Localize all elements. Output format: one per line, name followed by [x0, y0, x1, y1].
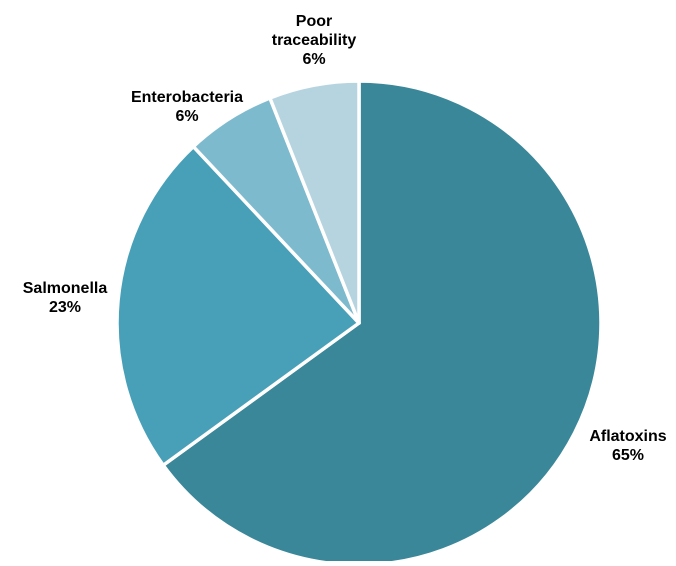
label-aflatoxins: Aflatoxins 65%: [589, 428, 666, 464]
slice-salmonella: [115, 144, 361, 467]
pie-slices: [115, 79, 603, 566]
slice-percent-label: 65%: [612, 447, 644, 464]
slice-name-label: Salmonella: [23, 280, 108, 297]
slice-name-label: traceability: [272, 32, 357, 49]
slice-name-label: Aflatoxins: [589, 428, 666, 445]
slice-percent-label: 6%: [302, 51, 325, 68]
slice-name-label: Enterobacteria: [131, 89, 243, 106]
pie-labels: Aflatoxins 65% Salmonella 23% Enterobacteria…: [23, 13, 667, 464]
label-poor-traceability: Poor traceability 6%: [272, 13, 357, 68]
slice-poor-traceability: [268, 79, 361, 325]
slice-percent-label: 23%: [49, 299, 81, 316]
label-salmonella: Salmonella 23%: [23, 280, 108, 316]
slice-percent-label: 6%: [175, 108, 198, 125]
slice-aflatoxins: [161, 79, 603, 566]
label-enterobacteria: Enterobacteria 6%: [131, 89, 243, 125]
slice-name-label: Poor: [296, 13, 332, 30]
